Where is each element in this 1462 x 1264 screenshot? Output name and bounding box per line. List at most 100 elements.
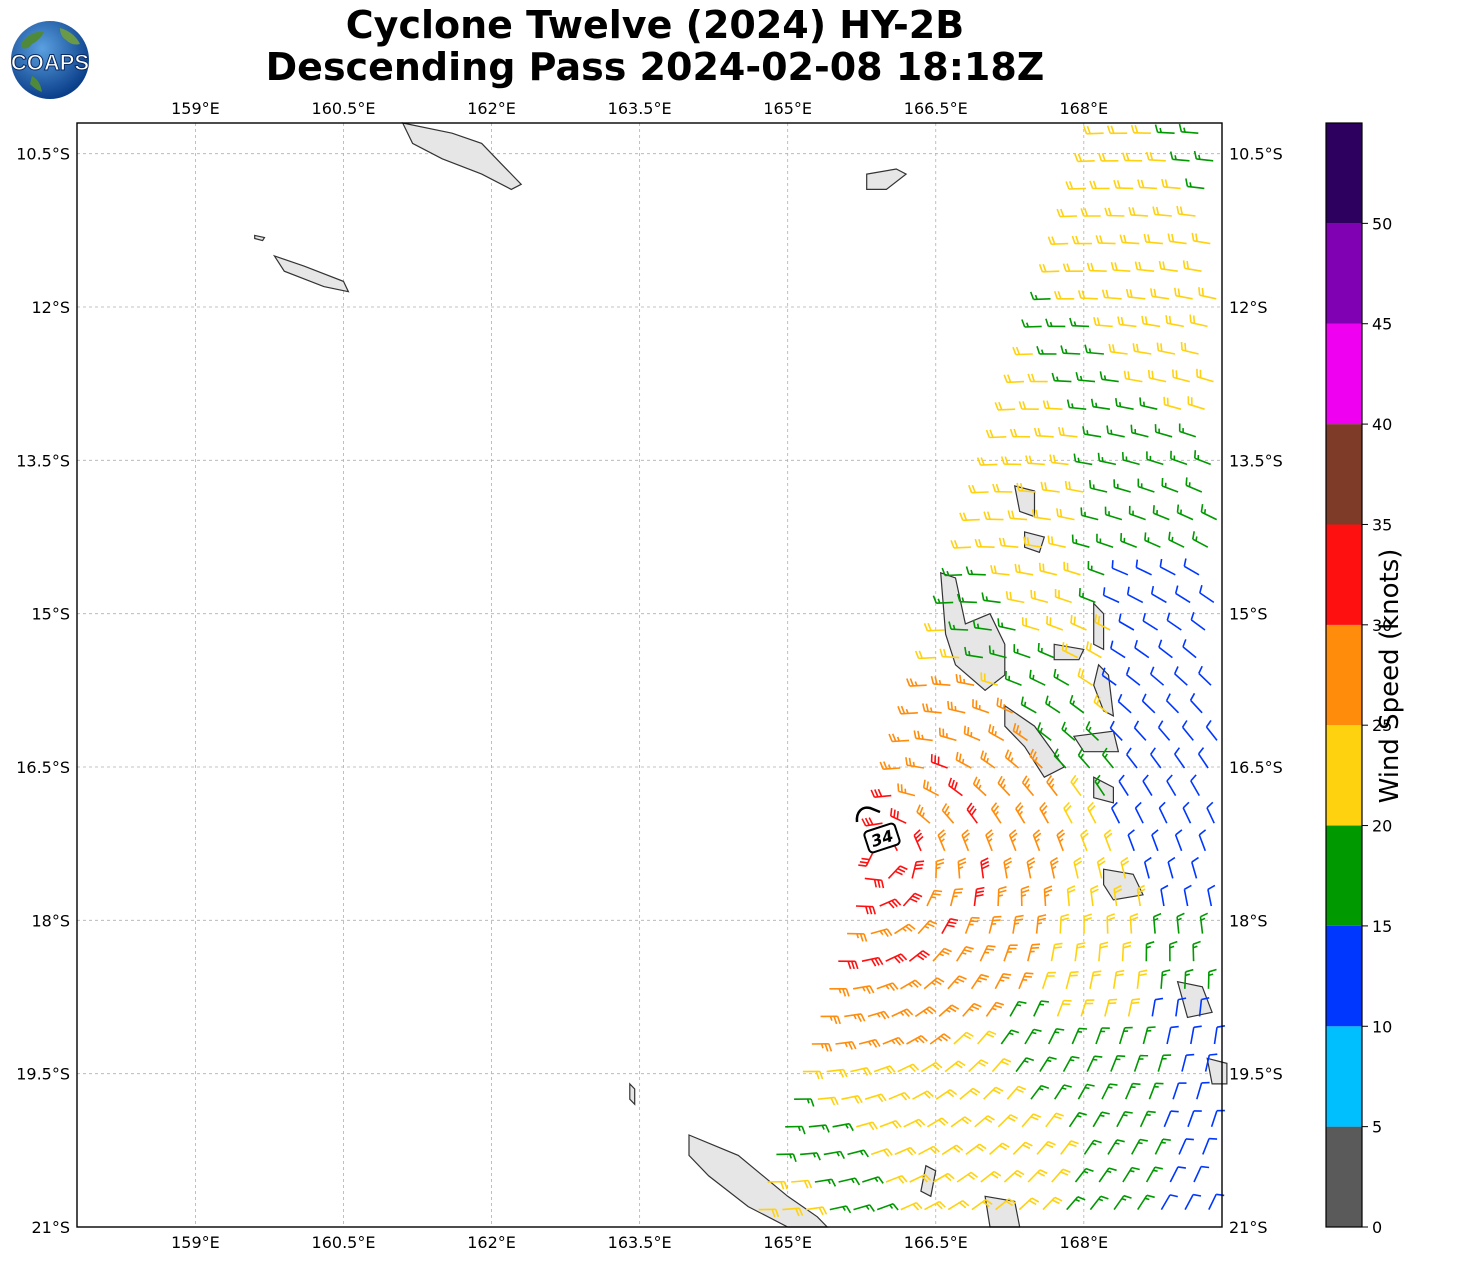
wind-barb: [1030, 1084, 1050, 1100]
wind-barb: [1038, 562, 1057, 576]
coaps-globe-logo: COAPS: [10, 21, 90, 99]
wind-barb: [1174, 287, 1193, 300]
wind-barb: [1107, 1139, 1125, 1155]
wind-barb: [1098, 1167, 1117, 1183]
wind-barb: [1066, 1196, 1086, 1211]
lat-tick-left: 18°S: [31, 911, 70, 930]
wind-barb: [997, 775, 1011, 797]
colorbar-frame: [1325, 122, 1363, 1228]
wind-barb: [972, 699, 990, 714]
wind-barb: [941, 803, 955, 824]
wind-barb: [1054, 589, 1072, 604]
wind-barb: [1160, 1194, 1178, 1211]
wind-barb: [1168, 531, 1185, 548]
wind-barb: [997, 1114, 1018, 1128]
wind-barb: [1083, 1139, 1102, 1155]
island-chesterfield: [629, 1082, 636, 1106]
wind-barb: [1016, 482, 1037, 493]
wind-barb: [1151, 997, 1164, 1017]
wind-barb: [1063, 561, 1081, 576]
lon-tick-top: 163.5°E: [608, 99, 672, 118]
wind-barb: [1113, 1194, 1132, 1211]
wind-barb: [991, 1058, 1012, 1073]
wind-barb: [1047, 535, 1066, 548]
wind-barb: [989, 1142, 1010, 1156]
wind-barb: [1196, 368, 1214, 383]
colorbar-bin: [1326, 825, 1362, 926]
map-title: Cyclone Twelve (2024) HY-2B Descending P…: [0, 4, 1310, 88]
wind-barb: [905, 757, 925, 769]
wind-barb: [1071, 235, 1092, 245]
wind-barb: [1058, 426, 1078, 438]
wind-barb: [1207, 968, 1217, 989]
wind-barb: [1098, 153, 1119, 162]
wind-barb: [1167, 233, 1187, 245]
wind-barb: [976, 1030, 997, 1045]
wind-barb: [1042, 400, 1063, 410]
wind-barb: [923, 977, 945, 990]
wind-barb: [906, 1035, 928, 1045]
wind-barb: [962, 1002, 982, 1017]
lat-tick-right: 21°S: [1229, 1218, 1268, 1237]
wind-barb: [1078, 588, 1096, 604]
wind-barb: [1070, 774, 1082, 797]
wind-barb: [1101, 289, 1122, 300]
wind-barb: [1101, 747, 1115, 769]
lat-tick-right: 15°S: [1229, 605, 1268, 624]
wind-barb: [879, 761, 901, 770]
wind-barb: [1200, 503, 1218, 521]
island-lifou: [984, 1195, 1021, 1228]
wind-barb: [1136, 969, 1148, 989]
colorbar-tick-label: 50: [1372, 214, 1392, 233]
wind-barb: [1152, 505, 1170, 521]
wind-barb: [1118, 613, 1135, 631]
wind-barb: [955, 751, 972, 769]
wind-barb: [1172, 1082, 1187, 1100]
wind-barb: [1130, 1138, 1148, 1155]
wind-barb: [1084, 344, 1104, 355]
wind-barb: [1008, 829, 1018, 852]
wind-barb: [1045, 695, 1061, 714]
island-erromango: [1176, 980, 1213, 1019]
wind-barb: [1042, 1196, 1063, 1211]
wind-barb: [1197, 747, 1209, 769]
wind-barb: [1163, 396, 1182, 410]
wind-barb: [861, 956, 884, 967]
wind-barb: [1206, 801, 1215, 824]
wind-barb: [1036, 722, 1052, 742]
lat-tick-left: 21°S: [31, 1218, 70, 1237]
wind-barb: [1134, 261, 1155, 272]
wind-barb: [1165, 693, 1180, 714]
wind-barb: [1110, 1055, 1126, 1072]
wind-barb: [1190, 774, 1200, 797]
lat-tick-right: 10.5°S: [1229, 145, 1283, 164]
axis-labels: 159°E 159°E 160.5°E 160.5°E 162°E 162°E 163.5°…: [16, 99, 1283, 1252]
wind-barb: [1020, 696, 1037, 714]
wind-barbs: [758, 123, 1226, 1218]
wind-barb: [1030, 589, 1049, 604]
wind-barb: [1210, 1109, 1225, 1128]
wind-barb: [858, 1038, 881, 1048]
island-bellona: [254, 234, 266, 242]
wind-barb: [1142, 1026, 1156, 1045]
wind-barb: [891, 1008, 914, 1018]
wind-barb: [1061, 721, 1076, 742]
wind-barb: [1090, 398, 1111, 410]
wind-barb: [817, 1096, 839, 1106]
wind-barb: [1000, 1029, 1020, 1045]
lon-tick-bottom: 165°E: [763, 1233, 812, 1252]
wind-barb: [1123, 370, 1143, 383]
wind-barb: [1080, 999, 1095, 1017]
wind-barb: [948, 777, 963, 797]
wind-barb: [1213, 1025, 1226, 1045]
wind-barb: [1198, 829, 1207, 852]
lat-tick-left: 13.5°S: [16, 451, 70, 470]
wind-barb: [1185, 477, 1203, 493]
wind-barb: [1133, 1054, 1149, 1072]
wind-barb: [1029, 291, 1051, 301]
wind-barb: [1165, 315, 1184, 328]
colorbar-tick-label: 5: [1372, 1118, 1382, 1137]
wind-barb: [997, 618, 1016, 631]
lon-tick-bottom: 166.5°E: [904, 1233, 968, 1252]
island-nendo: [866, 168, 908, 190]
